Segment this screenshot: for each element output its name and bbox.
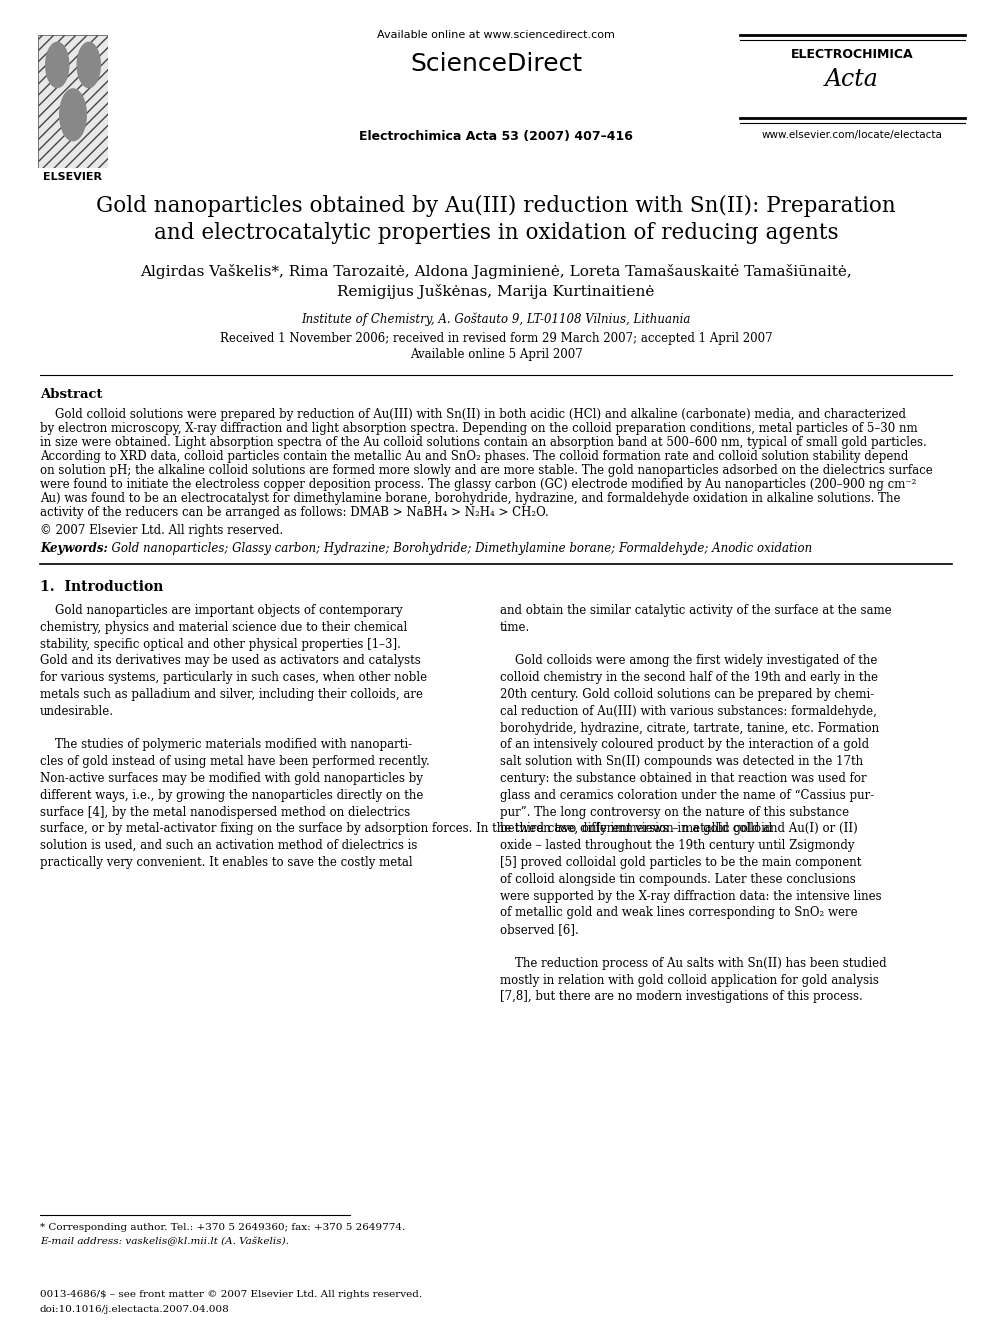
Text: and electrocatalytic properties in oxidation of reducing agents: and electrocatalytic properties in oxida…: [154, 222, 838, 243]
Text: Au) was found to be an electrocatalyst for dimethylamine borane, borohydride, hy: Au) was found to be an electrocatalyst f…: [40, 492, 901, 505]
Text: Received 1 November 2006; received in revised form 29 March 2007; accepted 1 Apr: Received 1 November 2006; received in re…: [219, 332, 773, 345]
Text: www.elsevier.com/locate/electacta: www.elsevier.com/locate/electacta: [762, 130, 942, 140]
Ellipse shape: [76, 41, 101, 89]
Ellipse shape: [59, 89, 87, 142]
Text: Keywords:: Keywords:: [40, 542, 108, 556]
Text: were found to initiate the electroless copper deposition process. The glassy car: were found to initiate the electroless c…: [40, 478, 917, 491]
Text: and obtain the similar catalytic activity of the surface at the same
time.

    : and obtain the similar catalytic activit…: [500, 605, 892, 1003]
Text: Gold nanoparticles obtained by Au(III) reduction with Sn(II): Preparation: Gold nanoparticles obtained by Au(III) r…: [96, 194, 896, 217]
Text: Abstract: Abstract: [40, 388, 102, 401]
Text: Available online 5 April 2007: Available online 5 April 2007: [410, 348, 582, 361]
Text: ScienceDirect: ScienceDirect: [410, 52, 582, 75]
Text: Available online at www.sciencedirect.com: Available online at www.sciencedirect.co…: [377, 30, 615, 40]
Text: © 2007 Elsevier Ltd. All rights reserved.: © 2007 Elsevier Ltd. All rights reserved…: [40, 524, 284, 537]
Text: According to XRD data, colloid particles contain the metallic Au and SnO₂ phases: According to XRD data, colloid particles…: [40, 450, 909, 463]
Text: Institute of Chemistry, A. Goštauto 9, LT-01108 Vilnius, Lithuania: Institute of Chemistry, A. Goštauto 9, L…: [302, 312, 690, 325]
Text: 0013-4686/$ – see front matter © 2007 Elsevier Ltd. All rights reserved.: 0013-4686/$ – see front matter © 2007 El…: [40, 1290, 423, 1299]
Text: in size were obtained. Light absorption spectra of the Au colloid solutions cont: in size were obtained. Light absorption …: [40, 437, 927, 448]
Text: Algirdas Vaškelis*, Rima Tarozaitė, Aldona Jagminienė, Loreta Tamašauskaitė Tam: Algirdas Vaškelis*, Rima Tarozaitė, Aldo…: [140, 265, 852, 279]
Text: Gold nanoparticles; Glassy carbon; Hydrazine; Borohydride; Dimethylamine borane;: Gold nanoparticles; Glassy carbon; Hydra…: [104, 542, 812, 556]
Text: Gold colloid solutions were prepared by reduction of Au(III) with Sn(II) in both: Gold colloid solutions were prepared by …: [40, 407, 906, 421]
Text: Electrochimica Acta 53 (2007) 407–416: Electrochimica Acta 53 (2007) 407–416: [359, 130, 633, 143]
Text: ELECTROCHIMICA: ELECTROCHIMICA: [791, 48, 914, 61]
Text: E-mail address: vaskelis@kl.mii.lt (A. Vaškelis).: E-mail address: vaskelis@kl.mii.lt (A. V…: [40, 1237, 289, 1246]
Text: Acta: Acta: [825, 67, 879, 91]
Ellipse shape: [45, 41, 69, 89]
Text: on solution pH; the alkaline colloid solutions are formed more slowly and are mo: on solution pH; the alkaline colloid sol…: [40, 464, 932, 478]
Text: by electron microscopy, X-ray diffraction and light absorption spectra. Dependin: by electron microscopy, X-ray diffractio…: [40, 422, 918, 435]
Text: doi:10.1016/j.electacta.2007.04.008: doi:10.1016/j.electacta.2007.04.008: [40, 1304, 230, 1314]
Text: ELSEVIER: ELSEVIER: [44, 172, 102, 183]
Text: * Corresponding author. Tel.: +370 5 2649360; fax: +370 5 2649774.: * Corresponding author. Tel.: +370 5 264…: [40, 1222, 406, 1232]
Text: Remigijus Juškėnas, Marija Kurtinaitienė: Remigijus Juškėnas, Marija Kurtinaitienė: [337, 284, 655, 299]
Text: activity of the reducers can be arranged as follows: DMAB > NaBH₄ > N₂H₄ > CH₂O.: activity of the reducers can be arranged…: [40, 505, 549, 519]
Text: 1.  Introduction: 1. Introduction: [40, 579, 164, 594]
Text: Gold nanoparticles are important objects of contemporary
chemistry, physics and : Gold nanoparticles are important objects…: [40, 605, 773, 869]
